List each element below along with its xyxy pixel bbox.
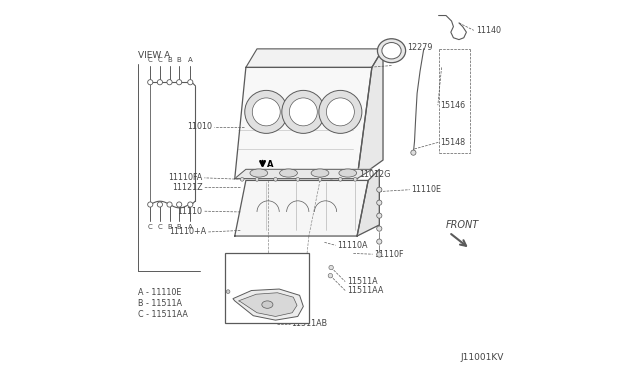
Text: 11128: 11128 — [229, 287, 253, 296]
Polygon shape — [357, 169, 380, 236]
Circle shape — [167, 202, 172, 207]
Circle shape — [328, 273, 333, 278]
Text: 11140: 11140 — [476, 26, 500, 35]
Circle shape — [148, 80, 153, 85]
Ellipse shape — [282, 90, 325, 134]
Text: 11511A: 11511A — [347, 277, 378, 286]
Text: C: C — [157, 224, 163, 230]
Circle shape — [353, 177, 357, 181]
Circle shape — [377, 252, 382, 257]
Text: FRONT: FRONT — [445, 220, 479, 230]
Circle shape — [148, 202, 153, 207]
Polygon shape — [233, 289, 303, 320]
Polygon shape — [246, 49, 383, 67]
Circle shape — [318, 177, 322, 181]
Ellipse shape — [378, 39, 406, 63]
Circle shape — [377, 187, 382, 192]
Circle shape — [188, 202, 193, 207]
Text: 15148: 15148 — [440, 138, 465, 147]
Ellipse shape — [382, 42, 401, 59]
Text: 11511AB: 11511AB — [291, 320, 328, 328]
Ellipse shape — [280, 169, 298, 177]
Text: B: B — [177, 57, 182, 63]
Circle shape — [157, 202, 163, 207]
Text: C: C — [157, 57, 163, 63]
Text: VIEW A: VIEW A — [138, 51, 171, 60]
Polygon shape — [235, 169, 372, 179]
Circle shape — [377, 213, 382, 218]
Ellipse shape — [311, 169, 329, 177]
Text: A: A — [267, 160, 273, 169]
Circle shape — [377, 200, 382, 205]
Ellipse shape — [319, 90, 362, 134]
Text: B: B — [177, 224, 182, 230]
Text: C - 11511AA: C - 11511AA — [138, 310, 188, 319]
Text: 11128A: 11128A — [229, 280, 258, 289]
Circle shape — [274, 177, 277, 181]
Ellipse shape — [244, 90, 288, 134]
Text: A - 11110E: A - 11110E — [138, 288, 182, 297]
Polygon shape — [239, 293, 297, 317]
Circle shape — [167, 80, 172, 85]
Text: C: C — [148, 57, 152, 63]
Text: 11110: 11110 — [177, 207, 202, 216]
Circle shape — [275, 315, 280, 320]
Polygon shape — [235, 67, 372, 179]
Circle shape — [329, 265, 333, 270]
Circle shape — [226, 290, 230, 294]
Text: 12279: 12279 — [407, 42, 433, 51]
Circle shape — [177, 80, 182, 85]
Text: C: C — [148, 224, 152, 230]
Text: A: A — [188, 57, 193, 63]
Text: 11110F: 11110F — [374, 250, 404, 259]
Text: J11001KV: J11001KV — [460, 353, 504, 362]
Circle shape — [339, 177, 342, 181]
Text: 11110A: 11110A — [337, 241, 368, 250]
Ellipse shape — [289, 98, 317, 126]
Text: B: B — [167, 57, 172, 63]
Text: 11121Z: 11121Z — [172, 183, 202, 192]
Ellipse shape — [262, 301, 273, 308]
Ellipse shape — [252, 98, 280, 126]
Text: 15146: 15146 — [440, 101, 465, 110]
Circle shape — [188, 80, 193, 85]
Ellipse shape — [326, 98, 355, 126]
Circle shape — [411, 150, 416, 155]
Circle shape — [377, 226, 382, 231]
Text: 11012G: 11012G — [359, 170, 390, 179]
FancyBboxPatch shape — [225, 253, 309, 323]
Ellipse shape — [250, 169, 268, 177]
Text: 11511AA: 11511AA — [347, 286, 383, 295]
Circle shape — [255, 177, 259, 181]
Circle shape — [157, 80, 163, 85]
Text: 11110FA: 11110FA — [168, 173, 202, 182]
Circle shape — [296, 177, 300, 181]
Circle shape — [377, 239, 382, 244]
Text: 11010: 11010 — [188, 122, 212, 131]
Text: A: A — [188, 224, 193, 230]
Polygon shape — [235, 180, 368, 236]
Ellipse shape — [339, 169, 356, 177]
Text: 11110E: 11110E — [412, 185, 442, 194]
Circle shape — [177, 202, 182, 207]
Text: 11110+A: 11110+A — [169, 227, 206, 237]
Text: B: B — [167, 224, 172, 230]
Circle shape — [240, 177, 244, 181]
Text: B - 11511A: B - 11511A — [138, 299, 182, 308]
Polygon shape — [357, 49, 383, 179]
